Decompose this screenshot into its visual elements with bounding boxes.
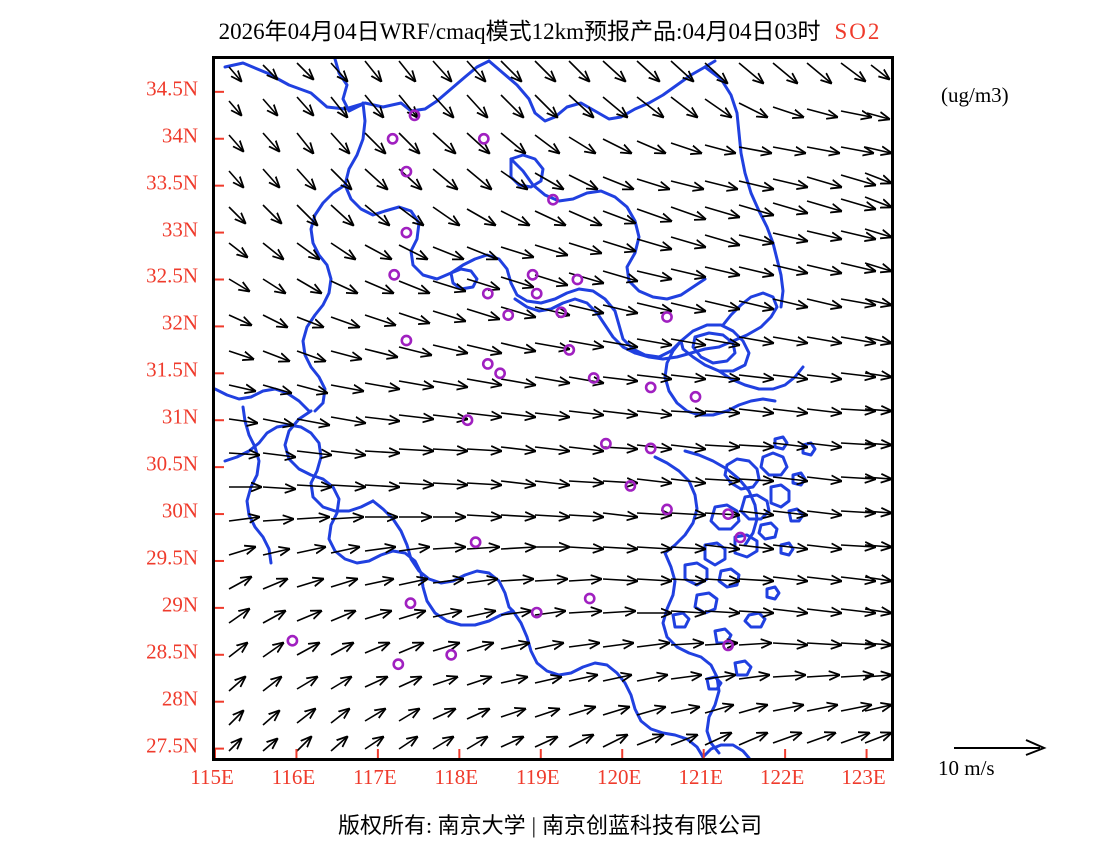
station-marker [392, 658, 405, 671]
longitude-tick-label: 123E [841, 765, 886, 789]
latitude-tick-label: 30.5N [146, 451, 198, 476]
station-marker [404, 597, 417, 610]
station-marker [563, 343, 576, 356]
footer-owner: 版权所有: 南京大学 [337, 813, 526, 838]
latitude-tick-label: 29.5N [146, 545, 198, 570]
map-canvas [215, 59, 891, 758]
latitude-tick-label: 34.5N [146, 76, 198, 101]
footer-company: 南京创蓝科技有限公司 [542, 813, 763, 838]
latitude-tick-label: 34N [161, 123, 198, 148]
axis-tick-marks [215, 90, 868, 758]
longitude-tick-label: 118E [434, 765, 479, 789]
wind-scale-key: 10 m/s [938, 738, 1088, 781]
station-marker [445, 648, 458, 661]
station-marker [526, 268, 539, 281]
latitude-tick-label: 27.5N [146, 733, 198, 758]
station-marker [469, 536, 482, 549]
station-marker [555, 306, 567, 319]
station-marker [502, 309, 515, 321]
wind-reference-arrow-icon [954, 739, 1047, 756]
latitude-tick-label: 28N [161, 686, 198, 711]
station-marker [644, 381, 657, 394]
latitude-tick-label: 31.5N [146, 357, 198, 382]
latitude-tick-label: 28.5N [146, 639, 198, 664]
units-label: (ug/m3) [941, 83, 1009, 107]
species-label: SO2 [834, 19, 882, 44]
station-marker [481, 287, 494, 300]
longitude-tick-label: 116E [271, 765, 316, 789]
station-marker [400, 226, 413, 239]
province-boundaries [215, 59, 817, 758]
footer-copyright: 版权所有: 南京大学 | 南京创蓝科技有限公司 [0, 808, 1100, 840]
map-plot-area [212, 56, 894, 761]
station-marker [386, 132, 399, 145]
station-marker [587, 372, 600, 384]
latitude-tick-label: 33.5N [146, 170, 198, 195]
station-marker [722, 508, 734, 520]
latitude-tick-label: 33N [161, 217, 198, 242]
station-marker [400, 165, 413, 178]
station-marker [547, 193, 559, 206]
latitude-tick-label: 30N [161, 498, 198, 523]
station-marker [599, 437, 612, 450]
station-marker [644, 442, 657, 455]
wind-scale-label: 10 m/s [938, 756, 995, 780]
station-marker [583, 592, 596, 605]
station-marker [481, 357, 494, 370]
chart-title: 2026年04月04日WRF/cmaq模式12km预报产品:04月04日03时 S… [0, 12, 1100, 46]
longitude-tick-label: 122E [759, 765, 805, 789]
wind-vector-field [228, 60, 891, 752]
station-marker [461, 414, 474, 427]
latitude-tick-label: 32N [161, 310, 198, 335]
title-text: 2026年04月04日WRF/cmaq模式12km预报产品:04月04日03时 [218, 19, 821, 44]
longitude-tick-label: 120E [597, 765, 642, 789]
station-marker [530, 287, 543, 300]
longitude-tick-label: 121E [678, 765, 723, 789]
station-marker [408, 109, 421, 122]
latitude-tick-label: 29N [161, 592, 198, 617]
station-marker [624, 479, 637, 492]
station-marker [494, 367, 506, 380]
station-marker [286, 634, 299, 647]
station-marker [722, 639, 734, 652]
footer-separator: | [531, 813, 536, 838]
station-marker [689, 390, 702, 403]
station-marker [661, 311, 673, 323]
station-marker [661, 503, 673, 516]
latitude-tick-label: 31N [161, 404, 198, 429]
station-marker [530, 606, 543, 619]
station-marker [734, 531, 747, 544]
station-marker [477, 132, 490, 145]
latitude-tick-label: 32.5N [146, 263, 198, 288]
monitoring-station-markers [286, 109, 747, 671]
longitude-tick-label: 115E [190, 765, 234, 789]
station-marker [400, 334, 413, 347]
station-marker [571, 273, 584, 286]
longitude-tick-label: 119E [516, 765, 560, 789]
longitude-tick-label: 117E [353, 765, 397, 789]
station-marker [388, 268, 401, 281]
